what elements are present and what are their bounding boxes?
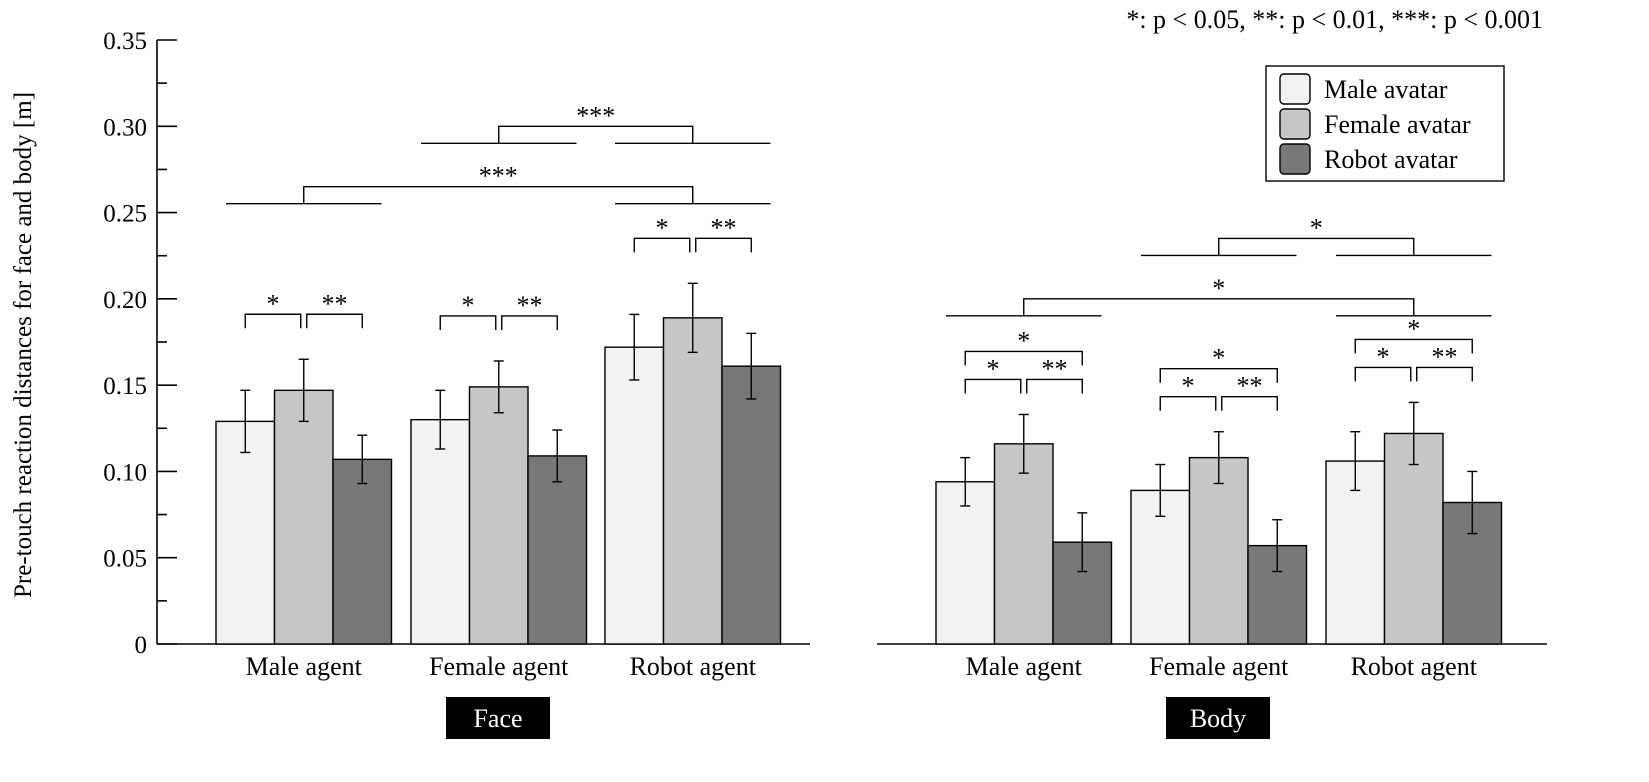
significance-label: * [1212, 344, 1225, 373]
bar-face-female-agent-male-avatar [410, 418, 471, 645]
significance-label: * [1407, 314, 1420, 343]
legend-swatch [1279, 73, 1311, 105]
x-category-label: Robot agent [1351, 652, 1478, 681]
within-group-bracket [1354, 366, 1412, 382]
significance-label: ** [1237, 372, 1263, 401]
within-group-bracket [964, 378, 1022, 394]
significance-label: * [1017, 326, 1030, 355]
significance-label: * [1212, 274, 1225, 303]
significance-label: * [1377, 342, 1390, 371]
x-category-label: Robot agent [630, 652, 757, 681]
panel-label-box [446, 697, 550, 739]
significance-note: *: p < 0.05, **: p < 0.01, ***: p < 0.00… [1126, 5, 1543, 34]
within-group-bracket [501, 315, 558, 330]
panel-label-box [1166, 697, 1270, 739]
within-group-bracket [1416, 366, 1473, 382]
within-group-bracket [1354, 338, 1473, 354]
bar-face-robot-agent-female-avatar [662, 317, 723, 645]
y-axis-label: Pre-touch reaction distances for face an… [10, 92, 37, 598]
between-group-bracket [303, 185, 694, 204]
within-group-bracket [1159, 368, 1278, 383]
y-tick-label: 0.25 [103, 201, 147, 228]
y-tick-label: 0.10 [103, 459, 147, 486]
within-group-bracket [306, 313, 363, 329]
y-tick-label: 0.20 [103, 287, 147, 314]
within-group-bracket [1221, 396, 1278, 411]
bar-body-robot-agent-male-avatar [1325, 460, 1386, 645]
within-group-bracket [695, 237, 752, 253]
between-group-bracket [498, 125, 694, 144]
significance-label: ** [1042, 354, 1068, 383]
bar-body-female-agent-female-avatar [1188, 456, 1249, 645]
y-tick-label: 0.05 [103, 546, 147, 573]
y-tick-label: 0.30 [103, 114, 147, 141]
legend-label: Male avatar [1324, 75, 1448, 104]
significance-label: *** [576, 101, 615, 130]
bar-face-robot-agent-robot-avatar [721, 365, 782, 645]
significance-label: * [1310, 213, 1323, 242]
legend-label: Robot avatar [1324, 145, 1458, 174]
within-group-bracket [244, 313, 302, 329]
y-tick-label: 0.15 [103, 373, 147, 400]
bar-face-male-agent-female-avatar [273, 389, 334, 645]
significance-label: * [1182, 372, 1195, 401]
legend: Male avatar Female avatar Robot avatar [1265, 65, 1505, 182]
x-category-label: Female agent [1149, 652, 1289, 681]
legend-swatch [1279, 108, 1311, 140]
bars-layer [215, 282, 1503, 645]
significance-label: ** [1432, 342, 1458, 371]
legend-swatch [1279, 143, 1311, 175]
x-category-label: Female agent [429, 652, 569, 681]
panel-label: Face [473, 704, 522, 733]
bar-face-female-agent-robot-avatar [527, 455, 588, 645]
bar-body-male-agent-male-avatar [935, 481, 996, 645]
bar-face-robot-agent-male-avatar [604, 346, 665, 645]
within-group-bracket [964, 350, 1083, 366]
significance-label: ** [517, 291, 543, 320]
significance-layer: * ** * *** ********* **** *** * ***** [226, 101, 1492, 411]
significance-label: ** [322, 289, 348, 318]
labels-layer: 0 0.05 0.10 0.15 0.20 0.25 0.30 0.35 *: p < 0.05… [103, 5, 1543, 739]
x-category-label: Male agent [966, 652, 1083, 681]
y-tick-label: 0.35 [103, 28, 147, 55]
significance-label: * [987, 354, 1000, 383]
significance-label: *** [479, 162, 518, 191]
significance-label: * [656, 213, 669, 242]
panel-label: Body [1190, 704, 1246, 733]
bar-face-female-agent-female-avatar [468, 386, 529, 645]
within-group-bracket [633, 237, 691, 253]
bar-face-male-agent-male-avatar [215, 420, 276, 645]
between-group-bracket [1023, 298, 1415, 316]
within-group-bracket [1026, 378, 1083, 394]
significance-label: ** [711, 213, 737, 242]
legend-label: Female avatar [1324, 110, 1471, 139]
within-group-bracket [439, 315, 497, 330]
significance-label: * [267, 289, 280, 318]
within-group-bracket [1159, 396, 1217, 411]
x-category-label: Male agent [246, 652, 363, 681]
bar-face-male-agent-robot-avatar [332, 458, 393, 645]
significance-label: * [462, 291, 475, 320]
between-group-bracket [1218, 237, 1415, 256]
y-tick-label: 0 [135, 632, 148, 659]
